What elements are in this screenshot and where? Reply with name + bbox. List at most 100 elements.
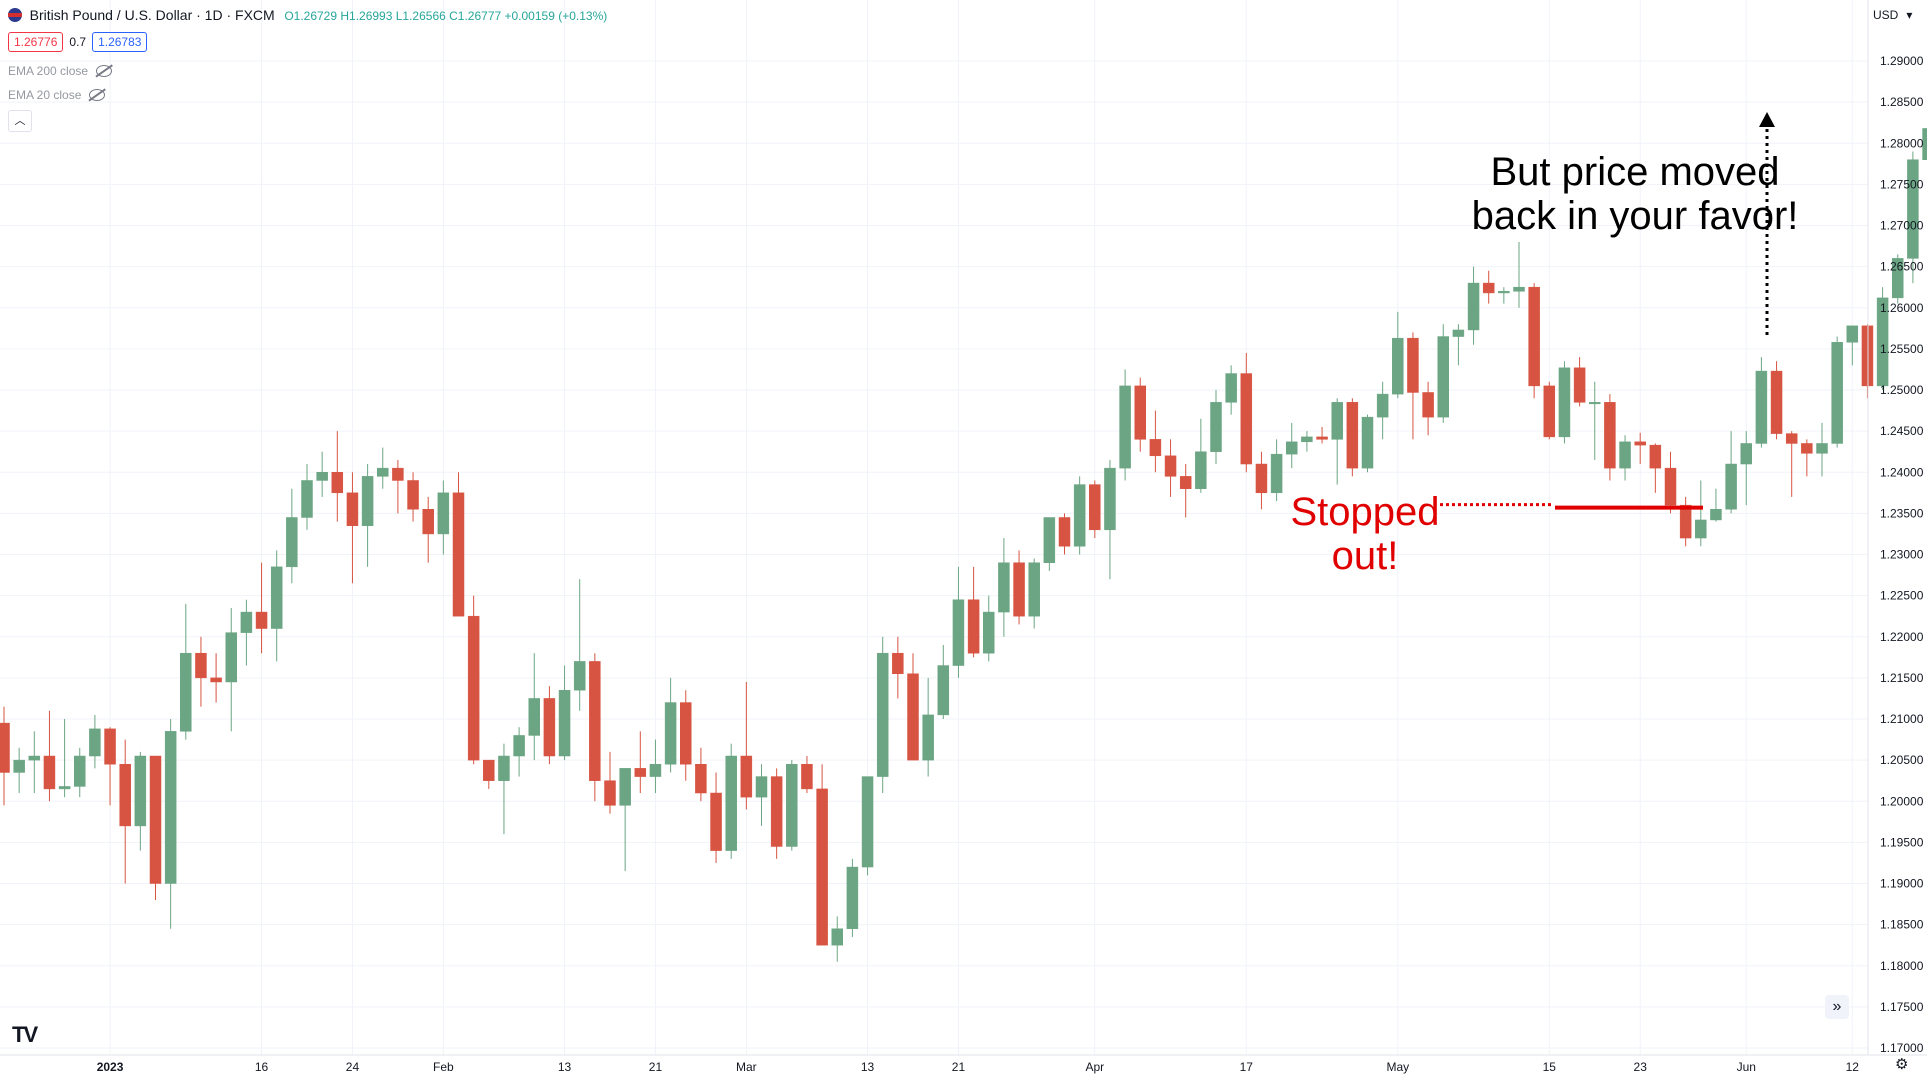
indicator-ema200[interactable]: EMA 200 close — [8, 64, 113, 78]
candle-body — [786, 763, 798, 847]
candle-body — [1528, 286, 1540, 387]
sell-button[interactable]: 1.26776 — [8, 32, 64, 52]
candle-body — [1073, 484, 1086, 547]
candle-body — [573, 661, 586, 691]
buy-button[interactable]: 1.26783 — [92, 32, 148, 52]
candle-body — [1907, 159, 1919, 259]
candle-body — [952, 599, 965, 666]
y-tick-label: 1.29000 — [1880, 54, 1924, 68]
candle-body — [1573, 367, 1586, 403]
hidden-eye-icon[interactable] — [89, 89, 106, 101]
candle-body — [361, 476, 374, 526]
y-tick-label: 1.22000 — [1880, 630, 1924, 644]
candle-body — [28, 755, 41, 761]
hidden-eye-icon[interactable] — [96, 65, 113, 77]
y-tick-label: 1.26500 — [1880, 260, 1924, 274]
x-tick-label: 2023 — [97, 1060, 124, 1074]
annotation-lines — [1440, 112, 1775, 510]
candle-body — [801, 763, 813, 790]
candle-body — [407, 480, 419, 510]
candle-body — [498, 755, 510, 781]
candle-body — [195, 652, 207, 679]
candle-body — [58, 786, 71, 790]
candle-body — [1195, 451, 1207, 489]
y-tick-label: 1.18000 — [1880, 959, 1924, 973]
candle-body — [634, 768, 647, 777]
candle-body — [831, 928, 843, 946]
candle-body — [1240, 373, 1253, 465]
candle-body — [892, 652, 904, 675]
candle-body — [270, 566, 283, 629]
currency-label: USD — [1873, 8, 1899, 22]
candle-body — [816, 788, 828, 946]
x-tick-label: 16 — [255, 1060, 269, 1074]
candle-body — [43, 755, 56, 790]
y-tick-label: 1.26000 — [1880, 301, 1924, 315]
gbpusd-flag-icon — [8, 8, 22, 22]
candle-body — [543, 698, 556, 757]
x-tick-label: 15 — [1543, 1060, 1557, 1074]
candle-body — [846, 866, 859, 929]
symbol-title[interactable]: British Pound / U.S. Dollar · 1D · FXCM — [29, 7, 275, 23]
x-tick-label: Mar — [736, 1060, 757, 1074]
candle-body — [513, 735, 525, 757]
y-tick-label: 1.21500 — [1880, 671, 1924, 685]
candle-body — [1376, 393, 1389, 418]
x-tick-label: 24 — [346, 1060, 360, 1074]
candle-body — [1255, 463, 1268, 494]
y-tick-label: 1.22500 — [1880, 589, 1924, 603]
candle-body — [437, 492, 450, 535]
candles-layer — [0, 128, 1927, 962]
tradingview-logo-icon[interactable]: TV — [12, 1022, 38, 1047]
candle-body — [89, 728, 101, 757]
candle-body — [1604, 402, 1616, 469]
candle-body — [1134, 385, 1146, 440]
candle-body — [1316, 436, 1328, 440]
indicator-ema20[interactable]: EMA 20 close — [8, 88, 106, 102]
annotation-favor-text: But price moved back in your favor! — [1471, 150, 1799, 238]
y-tick-label: 1.17500 — [1880, 1000, 1924, 1014]
candle-body — [331, 472, 344, 494]
candle-body — [1361, 416, 1374, 469]
y-tick-label: 1.25500 — [1880, 342, 1924, 356]
candle-body — [604, 780, 616, 806]
candle-body — [1149, 439, 1162, 457]
candle-body — [937, 665, 950, 716]
candle-body — [922, 714, 934, 761]
candle-body — [1452, 329, 1465, 337]
candle-body — [589, 661, 601, 781]
candle-body — [1543, 385, 1556, 438]
candle-body — [452, 492, 465, 617]
x-tick-label: 23 — [1634, 1060, 1648, 1074]
candle-body — [1695, 519, 1707, 539]
candle-body — [0, 722, 10, 773]
candle-body — [1876, 297, 1889, 387]
symbol-legend: British Pound / U.S. Dollar · 1D · FXCM … — [8, 6, 607, 25]
scroll-to-realtime-icon[interactable]: » — [1825, 995, 1849, 1019]
candle-body — [1649, 444, 1662, 469]
candle-body — [286, 517, 298, 568]
candle-body — [1785, 433, 1798, 444]
candle-body — [149, 755, 162, 884]
y-tick-label: 1.25000 — [1880, 383, 1924, 397]
candle-body — [558, 689, 571, 757]
candle-body — [1861, 325, 1874, 387]
candle-body — [998, 562, 1010, 613]
x-tick-label: 13 — [861, 1060, 875, 1074]
candle-body — [13, 759, 25, 773]
candle-body — [1755, 370, 1768, 444]
settings-gear-icon[interactable]: ⚙ — [1895, 1056, 1909, 1073]
chevron-up-icon[interactable]: ︿ — [8, 110, 32, 132]
candle-body — [180, 652, 192, 732]
candle-body — [422, 509, 434, 535]
currency-selector[interactable]: USD ▾ — [1873, 8, 1912, 22]
y-tick-label: 1.24500 — [1880, 424, 1924, 438]
x-tick-label: May — [1386, 1060, 1409, 1074]
up-arrow-head-icon — [1759, 112, 1775, 127]
candle-body — [1740, 443, 1752, 465]
candle-body — [1710, 509, 1722, 521]
candle-body — [1437, 336, 1449, 418]
candle-body — [255, 611, 268, 629]
